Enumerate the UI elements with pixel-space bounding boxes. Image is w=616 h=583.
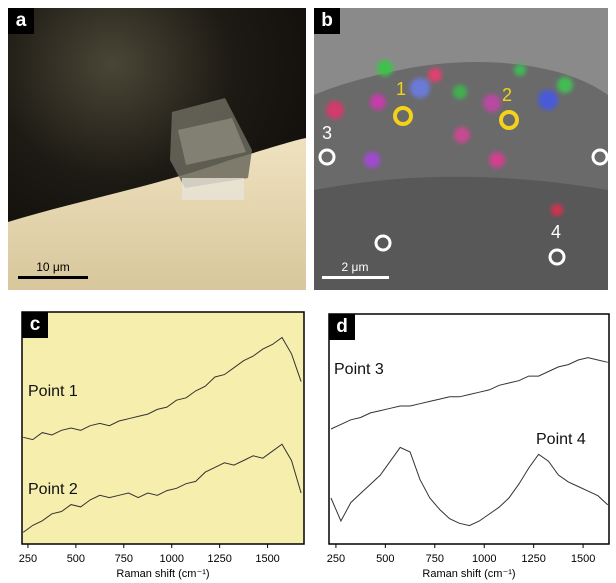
crystal-base [182, 178, 244, 200]
x-tick-label: 750 [115, 553, 133, 565]
x-tick-label: 500 [376, 553, 394, 565]
point-label: 4 [551, 222, 561, 242]
spot [538, 90, 558, 110]
series-label: Point 1 [28, 383, 78, 400]
plot-area [329, 314, 609, 544]
panel-label: c [30, 314, 41, 335]
series-label: Point 4 [536, 431, 586, 448]
point-label: 3 [322, 123, 332, 143]
spot [454, 127, 470, 143]
x-tick-label: 1250 [207, 553, 231, 565]
point-label: 2 [502, 85, 512, 105]
chart: c 250 500 750 1000 1250 1500 Raman shift (cm⁻¹)… [19, 312, 304, 580]
x-tick-label: 250 [19, 553, 37, 565]
spot [410, 78, 430, 98]
scale-bar-label: 10 μm [36, 260, 70, 274]
x-axis-label: Raman shift (cm⁻¹) [116, 568, 209, 580]
x-tick-label: 1000 [472, 553, 496, 565]
spot [551, 204, 563, 216]
spot [364, 152, 380, 168]
x-tick-label: 750 [426, 553, 444, 565]
spot [489, 152, 505, 168]
panel-label: b [321, 10, 333, 31]
spot [370, 94, 386, 110]
spot [483, 94, 501, 112]
panel-label: a [16, 10, 27, 31]
panel-a: a 10 μm [8, 8, 306, 290]
series-label: Point 2 [28, 481, 78, 498]
spot [428, 68, 442, 82]
spot [326, 101, 344, 119]
x-tick-label: 500 [67, 553, 85, 565]
spot [453, 85, 467, 99]
series-label: Point 3 [334, 361, 384, 378]
spot [377, 60, 393, 76]
spot [557, 77, 573, 93]
x-tick-label: 1500 [255, 553, 279, 565]
scale-bar [322, 276, 389, 279]
x-tick-label: 1250 [521, 553, 545, 565]
scale-bar [18, 276, 88, 279]
x-tick-label: 1500 [571, 553, 595, 565]
x-tick-label: 250 [327, 553, 345, 565]
figure: a 10 μm 1 2 3 [0, 0, 616, 583]
x-tick-label: 1000 [159, 553, 183, 565]
scale-bar-label: 2 μm [342, 260, 369, 274]
chart: d 250 500 750 1000 1250 1500 Raman shift (cm⁻¹)… [327, 314, 609, 580]
panel-b: 1 2 3 4 b 2 μm [314, 8, 608, 290]
spot [514, 64, 526, 76]
panel-label: d [336, 316, 348, 337]
x-axis-label: Raman shift (cm⁻¹) [422, 568, 515, 580]
point-label: 1 [396, 79, 406, 99]
